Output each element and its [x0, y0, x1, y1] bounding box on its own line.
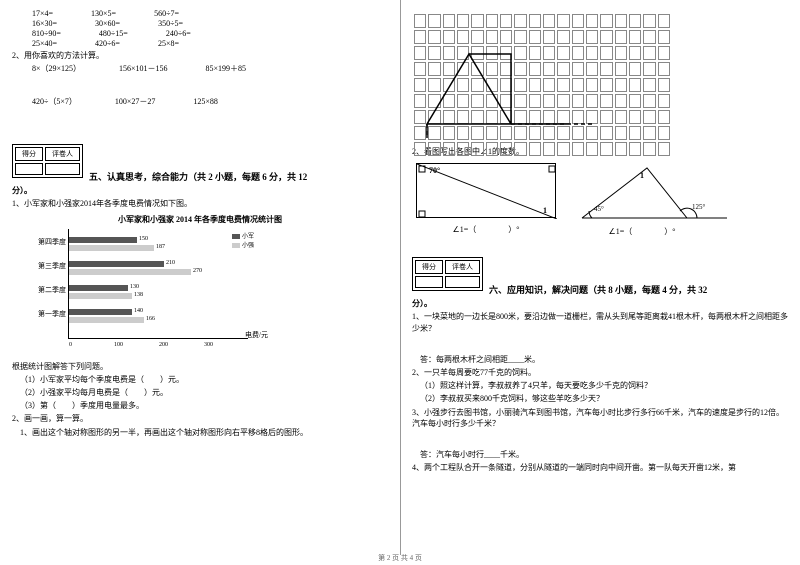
q1: 1、小军家和小强家2014年各季度电费情况如下图。 — [12, 198, 388, 209]
q1-2: （2）小强家平均每月电费是（ ）元。 — [20, 387, 388, 398]
eq: 125×88 — [193, 97, 218, 106]
bar — [69, 309, 132, 315]
xtick: 0 — [69, 342, 72, 348]
legend-b: 小强 — [242, 243, 254, 249]
eq: 420÷（5×7） — [32, 96, 77, 107]
p2-2: （2）李叔叔买来800千克饲料，够这些羊吃多少天？ — [420, 393, 788, 404]
q1-3: （3）第（ ）季度用电量最多。 — [20, 400, 388, 411]
eq: 25×40= — [32, 39, 57, 48]
score-label: 得分 — [415, 260, 443, 274]
xtick: 300 — [204, 342, 213, 348]
xtick: 100 — [114, 342, 123, 348]
bar-value: 130 — [130, 284, 139, 290]
page-footer: 第 2 页 共 4 页 — [0, 553, 800, 563]
left-column: 17×4= 130×5= 560÷7= 16×30= 30×60= 350÷5= 810… — [0, 0, 400, 555]
q2: 2、画一画，算一算。 — [12, 413, 388, 424]
grid-shape — [412, 12, 672, 142]
bar-value: 270 — [193, 268, 202, 274]
q1-1: （1）小军家平均每个季度电费是（ ）元。 — [20, 374, 388, 385]
rect-angle-figure: 70° 1 ∠1=（ ）° — [416, 163, 556, 237]
section-5-title: 五、认真思考，综合能力（共 2 小题，每题 6 分，共 12 — [89, 170, 307, 183]
bar — [69, 245, 154, 251]
bar — [69, 261, 164, 267]
bar — [69, 293, 132, 299]
bar — [69, 285, 128, 291]
method-heading: 2、用你喜欢的方法计算。 — [12, 50, 388, 61]
score-box: 得分评卷人 — [12, 144, 83, 178]
eq: 130×5= — [91, 9, 116, 18]
p1: 1、一块菜地的一边长是800米，要沿边做一道栅栏，需从头到尾等距离栽41根木杆，… — [412, 311, 788, 333]
bar-value: 210 — [166, 260, 175, 266]
eq: 810÷90= — [32, 29, 61, 38]
section-6-title: 六、应用知识，解决问题（共 8 小题，每题 4 分，共 32 — [489, 283, 707, 296]
bar-value: 138 — [134, 292, 143, 298]
p2: 2、一只羊每周要吃77千克的饲料。 — [412, 367, 788, 378]
bar — [69, 269, 191, 275]
p3: 3、小强步行去图书馆，小丽骑汽车到图书馆，汽车每小时比步行多行66千米，汽车的速… — [412, 407, 788, 429]
eq: 16×30= — [32, 19, 57, 28]
xaxis-label: 电费/元 — [245, 330, 268, 340]
ylabel: 第三季度 — [32, 261, 66, 271]
section-5-suffix: 分）。 — [12, 185, 388, 196]
bar — [69, 317, 144, 323]
eq: 240÷6= — [166, 29, 191, 38]
p2-1: （1）照这样计算，李叔叔养了4只羊，每天要吃多少千克的饲料？ — [420, 380, 788, 391]
bar — [69, 237, 137, 243]
grid-figure — [412, 12, 672, 142]
grader-label: 评卷人 — [45, 147, 80, 161]
score-box-2: 得分评卷人 — [412, 257, 483, 291]
eq: 420÷6= — [95, 39, 120, 48]
eq: 480÷15= — [99, 29, 128, 38]
eq: 85×199＋85 — [206, 63, 247, 74]
grader-label: 评卷人 — [445, 260, 480, 274]
chart-title: 小军家和小强家 2014 年各季度电费情况统计图 — [12, 214, 388, 225]
ylabel: 第一季度 — [32, 309, 66, 319]
bar-value: 187 — [156, 244, 165, 250]
angle-1-label: 1 — [543, 206, 547, 215]
p1-ans: 答：每两根木杆之间相距____米。 — [420, 354, 788, 365]
xtick: 200 — [159, 342, 168, 348]
tri-angle-figure: 1 45° 125° ∠1=（ ）° — [572, 163, 712, 239]
eq: 30×60= — [95, 19, 120, 28]
angle-1-top: 1 — [640, 171, 644, 180]
angle-ans-1: ∠1=（ ）° — [416, 224, 556, 235]
angle-45: 45° — [594, 205, 604, 213]
ylabel: 第二季度 — [32, 285, 66, 295]
eq: 100×27－27 — [115, 96, 156, 107]
q2-1: 1、画出这个轴对称图形的另一半，再画出这个轴对称图形向右平移8格后的图形。 — [20, 427, 388, 438]
eq: 8×（29×125） — [32, 63, 81, 74]
bar-value: 150 — [139, 236, 148, 242]
angle-70: 70° — [429, 166, 440, 175]
bar-value: 140 — [134, 308, 143, 314]
q1-sub: 根据统计图解答下列问题。 — [12, 361, 388, 372]
chart-area: 小军 小强 电费/元 15018721027013013814016601002… — [68, 229, 248, 339]
angle-125: 125° — [692, 203, 705, 211]
section-6-suffix: 分）。 — [412, 298, 788, 309]
angle-ans-2: ∠1=（ ）° — [572, 226, 712, 237]
eq: 560÷7= — [154, 9, 179, 18]
bar-chart: 小军 小强 电费/元 15018721027013013814016601002… — [32, 229, 252, 359]
p4: 4、两个工程队合开一条隧道，分别从隧道的一端同时向中间开凿。第一队每天开凿12米… — [412, 462, 788, 473]
p3-ans: 答：汽车每小时行____千米。 — [420, 449, 788, 460]
eq: 17×4= — [32, 9, 53, 18]
score-label: 得分 — [15, 147, 43, 161]
eq: 350÷5= — [158, 19, 183, 28]
bar-value: 166 — [146, 316, 155, 322]
chart-legend: 小军 小强 — [232, 231, 254, 249]
column-divider — [400, 0, 401, 555]
right-column: 2、看图写出各图中∠1的度数。 70° 1 ∠1=（ ）° 1 45° 125 — [400, 0, 800, 555]
eq: 25×8= — [158, 39, 179, 48]
ylabel: 第四季度 — [32, 237, 66, 247]
legend-a: 小军 — [242, 234, 254, 240]
eq: 156×101－156 — [119, 63, 168, 74]
